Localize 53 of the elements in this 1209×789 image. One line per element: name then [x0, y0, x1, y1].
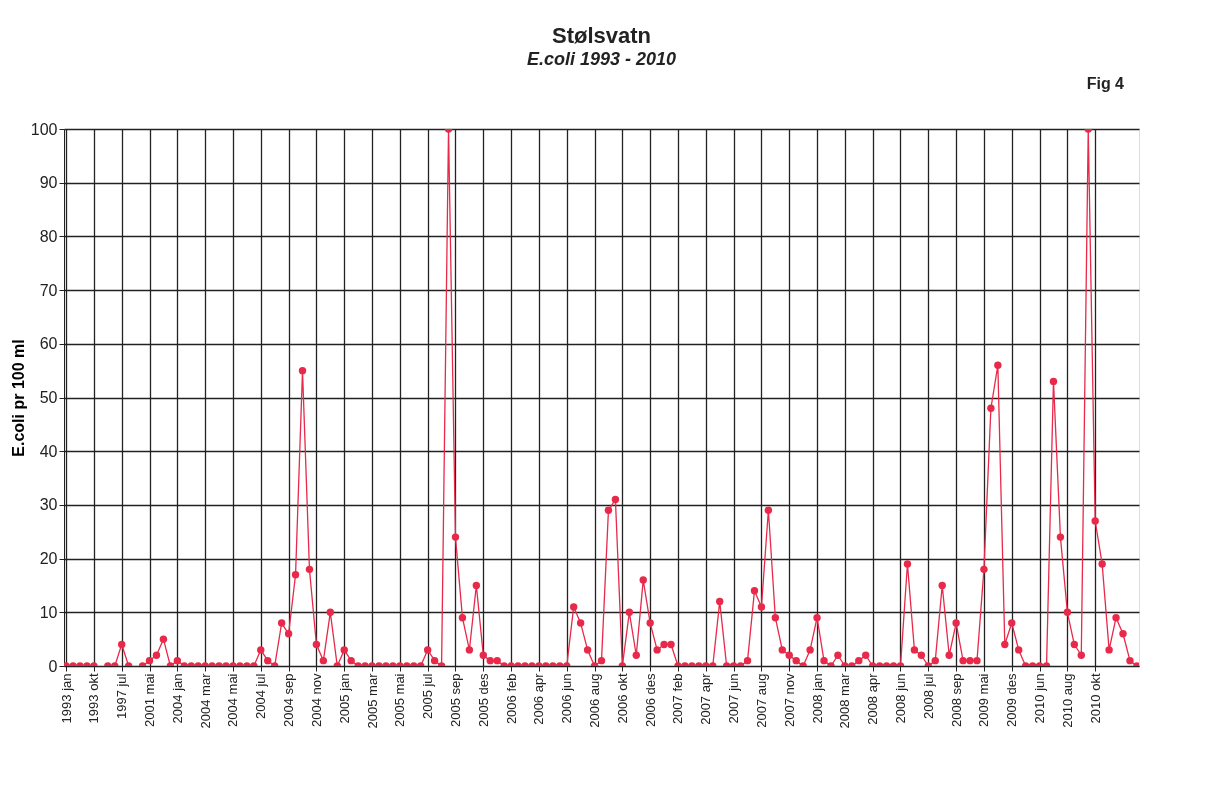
x-tick-label: 1997 jul [114, 673, 130, 720]
y-tick-label: 70 [39, 281, 58, 299]
x-tick-label: 2006 apr [531, 672, 547, 725]
x-tick-label: 2005 mar [364, 672, 380, 729]
x-tick-label: 2009 des [1004, 673, 1020, 727]
x-tick-label: 2008 jan [809, 673, 825, 724]
x-tick-label: 2004 jul [253, 673, 269, 720]
x-tick-label: 2004 jan [169, 673, 185, 724]
x-tick-label: 2010 aug [1059, 673, 1075, 728]
y-tick-label: 30 [39, 496, 58, 514]
x-tick-label: 2007 nov [781, 673, 797, 727]
x-tick-label: 2005 jan [336, 673, 352, 724]
x-tick-label: 2004 mai [225, 673, 241, 727]
x-tick-label: 2007 apr [698, 672, 714, 725]
x-tick-label: 2008 apr [865, 672, 881, 725]
x-tick-label: 2004 sep [281, 673, 297, 727]
x-tick-label: 2005 des [475, 673, 491, 727]
y-tick-label: 90 [39, 174, 58, 192]
caption: Fig 4 [1086, 75, 1125, 92]
x-tick-label: 2008 sep [948, 673, 964, 727]
x-tick-label: 2008 jul [920, 673, 936, 720]
chart-title: Stølsvatn [551, 23, 652, 48]
x-tick-label: 2004 mar [197, 672, 213, 729]
x-tick-label: 2005 jul [420, 673, 436, 720]
x-tick-label: 2006 aug [587, 673, 603, 728]
y-tick-label: 80 [39, 227, 58, 245]
y-tick-label: 40 [39, 442, 58, 460]
y-tick-label: 100 [30, 120, 58, 138]
x-tick-label: 2008 mar [837, 672, 853, 729]
x-tick-label: 2006 des [642, 673, 658, 727]
x-tick-label: 2009 mai [976, 673, 992, 727]
x-tick-label: 2010 okt [1087, 673, 1103, 724]
x-tick-label: 2004 nov [308, 673, 324, 727]
x-tick-label: 1993 okt [86, 673, 102, 724]
x-tick-label: 2006 jun [559, 673, 575, 724]
x-tick-label: 2006 okt [614, 673, 630, 724]
y-axis-title: E.coli pr 100 ml [9, 339, 27, 457]
x-tick-label: 2010 jun [1032, 673, 1048, 724]
x-tick-label: 1993 jan [58, 673, 74, 724]
x-tick-label: 2008 jun [893, 673, 908, 724]
x-tick-label: 2005 sep [447, 673, 463, 727]
x-tick-label: 2006 feb [503, 673, 519, 725]
x-tick-label: 2007 aug [753, 673, 769, 728]
y-tick-label: 10 [39, 603, 58, 621]
chart-subtitle: E.coli 1993 - 2010 [526, 49, 677, 69]
y-tick-label: 60 [39, 335, 58, 353]
x-tick-label: 2001 mai [142, 673, 158, 727]
y-tick-label: 20 [39, 550, 58, 568]
x-tick-label: 2005 mai [392, 673, 408, 727]
y-tick-label: 0 [48, 657, 58, 675]
y-tick-label: 50 [39, 389, 58, 406]
x-tick-label: 2007 jun [726, 673, 742, 724]
x-tick-label: 2007 feb [670, 673, 686, 725]
